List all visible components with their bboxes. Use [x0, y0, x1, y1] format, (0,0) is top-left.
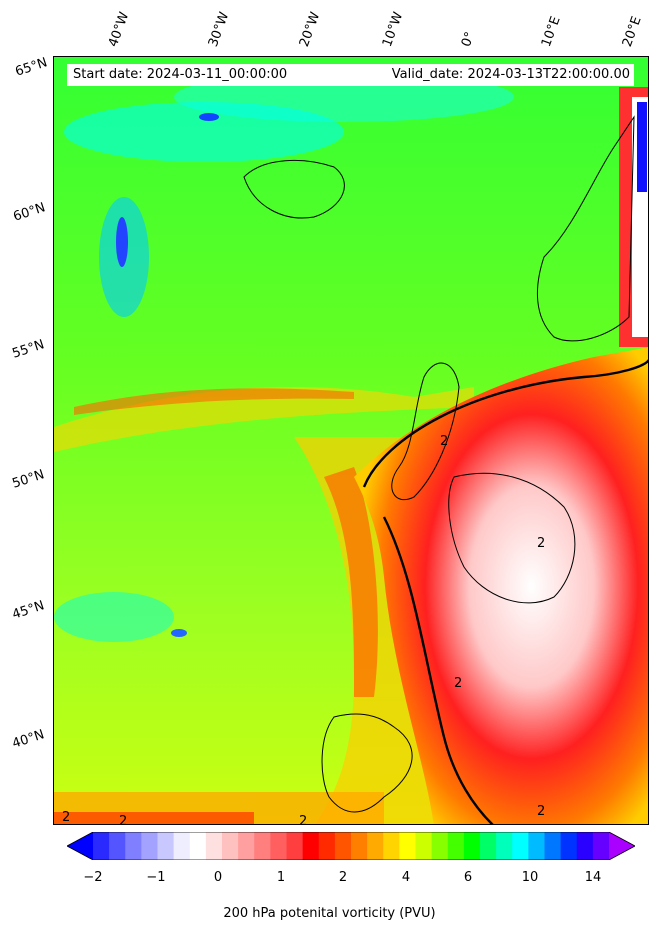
- contour-label: 2: [299, 814, 307, 825]
- colorbar-segment: [254, 832, 271, 860]
- colorbar-segment: [544, 832, 562, 860]
- colorbar-segment: [415, 832, 433, 860]
- colorbar-tick-label: −1: [146, 870, 166, 885]
- lon-label-30w: 30°W: [205, 10, 233, 49]
- lon-label-40w: 40°W: [105, 10, 133, 49]
- contour-label: 2: [119, 814, 127, 825]
- colorbar-segment: [463, 832, 481, 860]
- colorbar-segment: [125, 832, 142, 860]
- colorbar-tick-label: 6: [463, 870, 473, 885]
- date-info-bar: Start date: 2024-03-11_00:00:00 Valid_da…: [67, 64, 634, 86]
- colorbar-segment: [318, 832, 336, 860]
- colorbar-segment: [496, 832, 513, 860]
- pv-map: 2 2 2 2 2 2 2: [53, 56, 649, 825]
- pv-patch-cyan: [54, 592, 174, 642]
- coastline: [536, 115, 635, 342]
- lon-label-0: 0°: [458, 29, 479, 49]
- colorbar-extend-max: [609, 832, 635, 860]
- valid-date-label: Valid_date: 2024-03-13T22:00:00.00: [391, 67, 630, 82]
- colorbar-segment: [222, 832, 239, 860]
- lat-label-40n: 40°N: [10, 727, 47, 752]
- pv-patch-blue: [199, 113, 219, 121]
- colorbar-segment: [334, 832, 352, 860]
- contour-label: 2: [62, 810, 70, 825]
- colorbar-tick-label: 2: [338, 870, 348, 885]
- colorbar-segment: [157, 832, 175, 860]
- pv-contour-2: [362, 358, 648, 824]
- lon-label-10e: 10°E: [538, 14, 564, 50]
- colorbar-segment: [383, 832, 400, 860]
- coastline: [448, 472, 576, 604]
- lon-label-10w: 10°W: [379, 10, 407, 49]
- colorbar-segment: [576, 832, 594, 860]
- contour-label: 2: [440, 434, 448, 449]
- colorbar-tick-label: 0: [213, 870, 223, 885]
- colorbar-segment: [367, 832, 384, 860]
- coastline: [243, 159, 345, 219]
- colorbar-segment: [141, 832, 158, 860]
- pv-jet-band: [74, 388, 354, 415]
- colorbar-segment: [560, 832, 578, 860]
- colorbar-tick-label: −2: [83, 870, 103, 885]
- coastline: [321, 713, 413, 813]
- colorbar-segment: [528, 832, 545, 860]
- lat-label-65n: 65°N: [13, 55, 50, 80]
- colorbar-segment: [431, 832, 449, 860]
- contour-label: 2: [537, 536, 545, 551]
- pv-tongue: [324, 467, 378, 697]
- pv-patch-blue: [116, 217, 128, 267]
- colorbar-segment: [238, 832, 255, 860]
- colorbar-segment: [512, 832, 529, 860]
- lat-label-60n: 60°N: [11, 200, 48, 225]
- lon-label-20e: 20°E: [619, 14, 645, 50]
- colorbar-segment: [270, 832, 287, 860]
- contour-label: 2: [454, 676, 462, 691]
- contour-label: 2: [537, 804, 545, 819]
- colorbar-segment: [302, 832, 320, 860]
- colorbar-tick-label: 1: [276, 870, 286, 885]
- lon-label-20w: 20°W: [296, 10, 324, 49]
- pv-south-strip: [54, 812, 254, 824]
- colorbar-tick-label: 4: [401, 870, 411, 885]
- pv-patch-cyan: [64, 102, 344, 162]
- colorbar-tick-label: 14: [584, 870, 602, 885]
- colorbar-segment: [286, 832, 304, 860]
- colorbar-extend-min: [67, 832, 93, 860]
- lat-label-55n: 55°N: [10, 337, 47, 362]
- colorbar: [67, 832, 635, 860]
- colorbar-segment: [480, 832, 497, 860]
- colorbar-segment: [93, 832, 110, 860]
- colorbar-segment: [173, 832, 191, 860]
- lat-label-50n: 50°N: [10, 467, 47, 492]
- start-date-label: Start date: 2024-03-11_00:00:00: [73, 67, 288, 82]
- pv-high-strip: [637, 102, 647, 192]
- colorbar-segment: [109, 832, 126, 860]
- colorbar-label: 200 hPa potenital vorticity (PVU): [223, 906, 436, 921]
- coastline: [391, 362, 460, 501]
- pv-high-region: [354, 347, 648, 824]
- colorbar-segment: [399, 832, 416, 860]
- lat-label-45n: 45°N: [10, 598, 47, 623]
- colorbar-segment: [592, 832, 610, 860]
- colorbar-segment: [189, 832, 207, 860]
- colorbar-segment: [351, 832, 368, 860]
- colorbar-tick-label: 10: [521, 870, 539, 885]
- colorbar-segment: [205, 832, 223, 860]
- pv-patch-blue: [171, 629, 187, 637]
- colorbar-segment: [447, 832, 465, 860]
